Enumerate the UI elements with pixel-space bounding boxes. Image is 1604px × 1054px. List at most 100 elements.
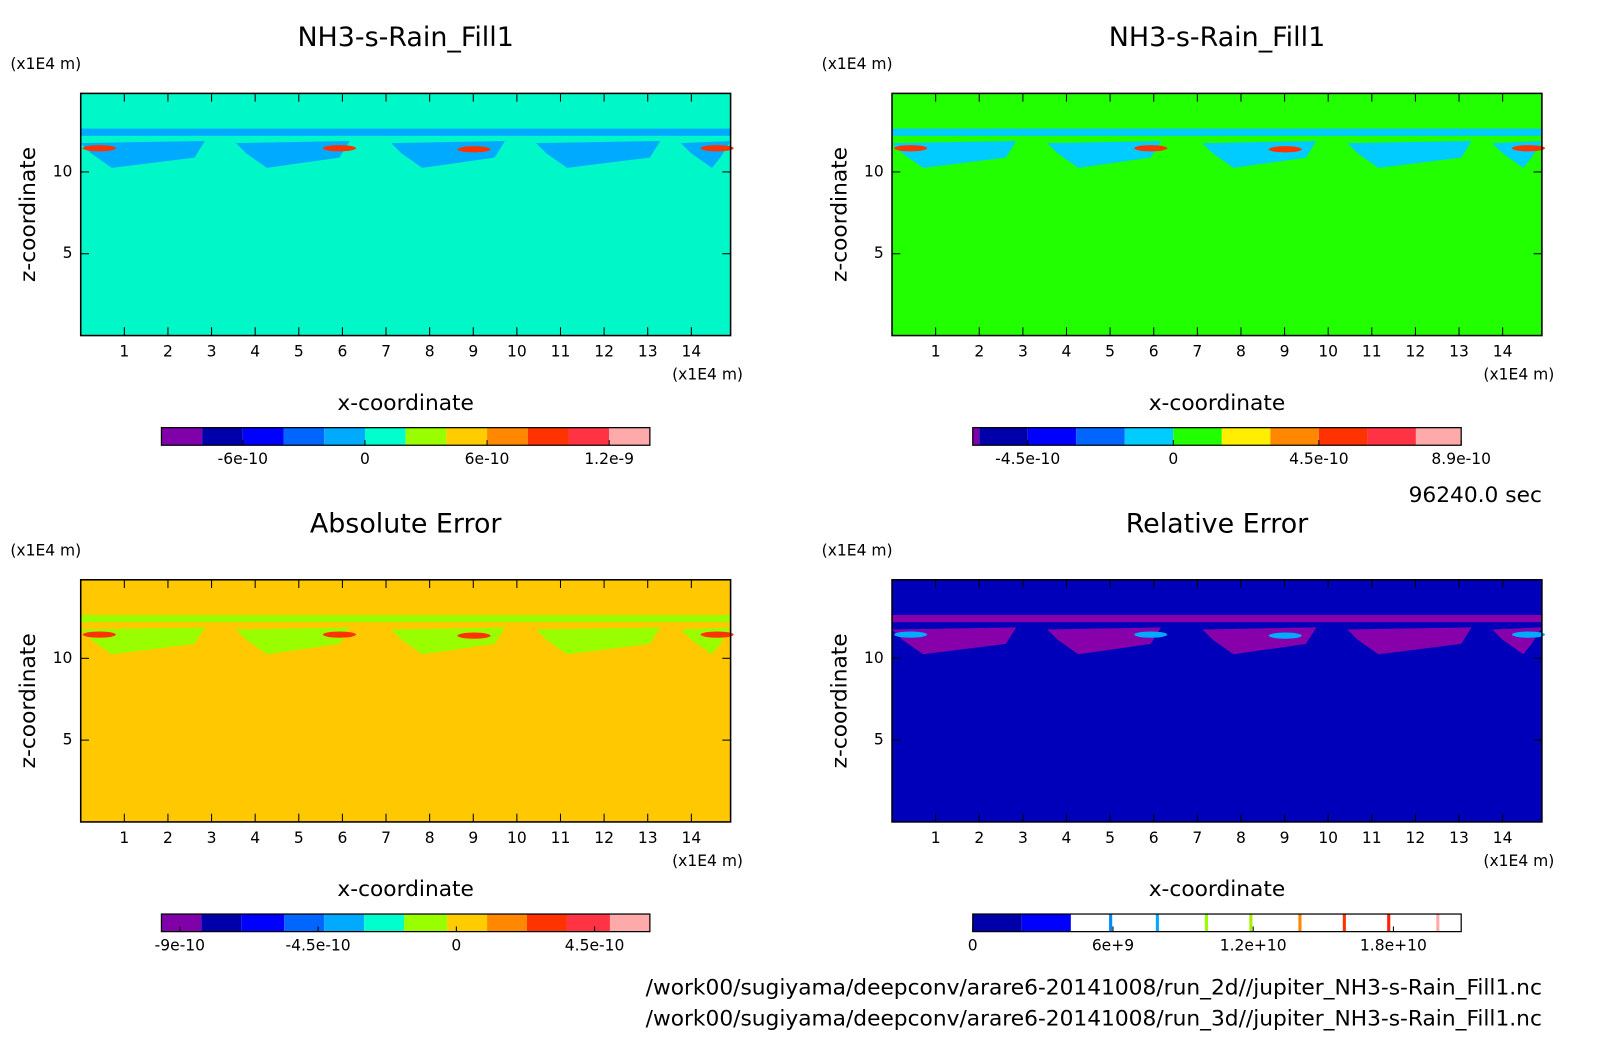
x-axis-label: x-coordinate [337,877,474,902]
y-tick-label: 10 [53,162,73,180]
x-tick-label: 2 [974,829,984,847]
colorbar-segment [201,914,242,932]
x-tick-label: 2 [974,343,984,361]
colorbar-segment [1021,914,1071,932]
colorbar-tick-label: 4.5e-10 [1289,450,1349,468]
colorbar-frame [972,913,1462,933]
colorbar-segment [1367,427,1416,446]
field-feature [894,145,928,152]
file-path: /work00/sugiyama/deepconv/arare6-2014100… [646,976,1542,1001]
plot-frame [891,92,1543,337]
x-tick-label: 8 [425,343,435,361]
time-label: 96240.0 sec [1409,483,1542,508]
x-tick-label: 2 [163,343,173,361]
x-tick-label: 6 [1149,829,1159,847]
x-tick-label: 14 [1493,829,1513,847]
colorbar-segment [972,427,980,446]
x-tick-label: 8 [1236,343,1246,361]
field-feature [536,141,661,168]
colorbar-segment [364,914,405,932]
colorbar-segment [161,427,203,446]
panel: Absolute Error (x1E4 m) (x1E4 m) x-coordina… [10,508,743,954]
colorbar-segment [609,427,650,446]
chart-title: Relative Error [1126,508,1309,539]
colorbar-segment [284,914,325,932]
x-tick-label: 9 [468,343,478,361]
colorbar-line [1342,914,1346,932]
colorbar-segment [324,914,365,932]
colorbar-tick-label: -4.5e-10 [286,937,351,955]
colorbar-segment [1415,427,1462,446]
field-feature [80,614,731,623]
x-tick-label: 12 [1406,343,1426,361]
x-tick-label: 8 [425,829,435,847]
x-tick-label: 4 [1062,829,1072,847]
colorbar-segment [609,914,650,932]
colorbar-tick-label: -4.5e-10 [995,450,1060,468]
field-feature [892,614,1542,623]
plot-frame [79,579,732,823]
x-tick-label: 4 [1062,343,1072,361]
x-axis-label: x-coordinate [1149,391,1286,416]
x-tick-label: 1 [119,343,129,361]
colorbar-segment [1070,914,1462,932]
x-tick-label: 7 [381,343,391,361]
y-tick-label: 10 [864,162,884,180]
field-feature [1134,631,1168,638]
x-tick-label: 3 [207,829,217,847]
x-tick-label: 7 [381,829,391,847]
colorbar-tick-label: 0 [1168,450,1178,468]
colorbar-segment [242,427,284,446]
colorbar-tick-label: 6e+9 [1092,937,1134,955]
x-unit: (x1E4 m) [672,852,743,870]
x-tick-label: 13 [638,343,658,361]
colorbar-tick-label: 0 [968,937,978,955]
field-feature [80,128,731,136]
x-tick-label: 6 [337,829,347,847]
x-tick-label: 7 [1192,343,1202,361]
x-tick-label: 4 [250,343,260,361]
colorbar-segment [1124,427,1174,446]
panel: NH3-s-Rain_Fill1 (x1E4 m) (x1E4 m) x-coordi… [822,22,1555,468]
colorbar-tick-label: -9e-10 [155,937,205,955]
plot-frame [79,92,732,337]
x-tick-label: 12 [1406,829,1426,847]
field-feature [892,128,1542,136]
y-unit: (x1E4 m) [10,541,81,559]
chart-title: NH3-s-Rain_Fill1 [1109,22,1325,53]
y-unit: (x1E4 m) [10,55,81,73]
x-tick-label: 9 [468,829,478,847]
colorbar-segment [1027,427,1077,446]
x-tick-label: 5 [1105,343,1115,361]
x-axis-label: x-coordinate [1149,877,1286,902]
x-unit: (x1E4 m) [672,365,743,383]
colorbar-segment [404,914,448,932]
field-feature [1268,146,1302,153]
x-tick-label: 12 [594,343,614,361]
x-tick-label: 6 [1149,343,1159,361]
y-unit: (x1E4 m) [822,541,893,559]
colorbar-tick-label: 1.8e+10 [1360,937,1427,955]
x-tick-label: 8 [1236,829,1246,847]
y-tick-label: 5 [63,731,73,749]
colorbar-line [1436,914,1440,932]
x-tick-label: 11 [551,829,571,847]
colorbar-frame [160,427,651,446]
field-feature [1347,627,1472,655]
x-tick-label: 1 [931,829,941,847]
colorbar-segment [566,914,610,932]
colorbar-segment [979,427,1028,446]
colorbar-segment [446,427,488,446]
field-feature [1134,145,1168,152]
colorbar-segment [161,914,202,932]
y-axis-label: z-coordinate [827,147,852,282]
panel: NH3-s-Rain_Fill1 (x1E4 m) (x1E4 m) x-coordi… [10,22,743,468]
y-axis-label: z-coordinate [827,633,852,768]
x-tick-label: 9 [1280,343,1290,361]
x-tick-label: 5 [294,829,304,847]
x-tick-label: 11 [551,343,571,361]
x-tick-label: 14 [1493,343,1513,361]
colorbar-tick-label: 0 [451,937,461,955]
